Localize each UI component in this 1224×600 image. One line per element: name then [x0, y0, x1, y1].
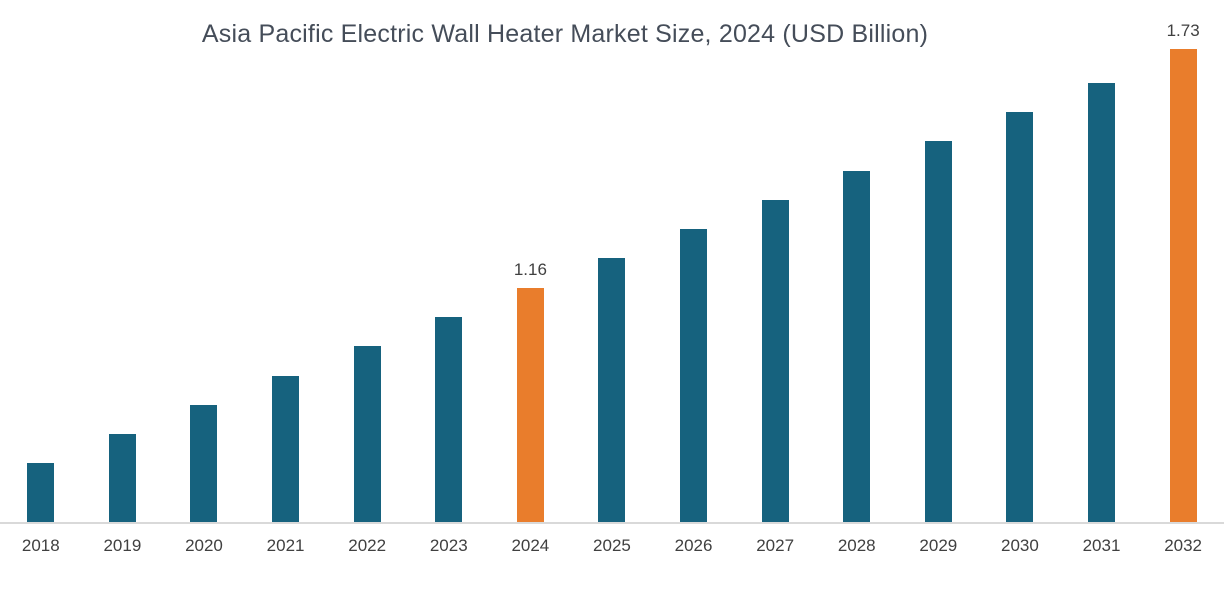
bar-area-2019	[82, 0, 164, 522]
bar-area-2029	[898, 0, 980, 522]
x-tick-label-2023: 2023	[429, 536, 468, 555]
x-tick-label-2019: 2019	[103, 536, 142, 555]
bar-column-2027: 2027	[734, 0, 816, 600]
bar-2029	[924, 141, 952, 522]
bar-2027	[761, 200, 789, 522]
bar-area-2021	[245, 0, 327, 522]
bar-area-2018	[0, 0, 82, 522]
bar-column-2024: 1.16 2024	[490, 0, 572, 600]
bar-2020	[190, 405, 218, 522]
x-tick-label-2032: 2032	[1164, 536, 1203, 555]
bar-area-2026	[653, 0, 735, 522]
x-tick-label-2021: 2021	[266, 536, 305, 555]
bar-column-2026: 2026	[653, 0, 735, 600]
x-tick-label-2031: 2031	[1082, 536, 1121, 555]
bar-area-2022	[326, 0, 408, 522]
x-tick-label-2028: 2028	[837, 536, 876, 555]
bar-area-2032: 1.73	[1142, 0, 1224, 522]
bar-2022	[353, 346, 381, 522]
x-axis-line	[0, 522, 1224, 524]
bar-2025	[598, 258, 626, 522]
bar-2024	[516, 288, 544, 522]
bar-2019	[108, 434, 136, 522]
bar-area-2027	[734, 0, 816, 522]
bar-2031	[1088, 83, 1116, 522]
bar-column-2022: 2022	[326, 0, 408, 600]
chart-title: Asia Pacific Electric Wall Heater Market…	[201, 20, 929, 48]
bar-column-2032: 1.73 2032	[1142, 0, 1224, 600]
x-tick-label-2030: 2030	[1001, 536, 1039, 555]
x-tick-label-2029: 2029	[919, 536, 958, 555]
bar-area-2020	[163, 0, 245, 522]
x-tick-label-2024: 2024	[511, 536, 550, 555]
bar-area-2024: 1.16	[490, 0, 572, 522]
bar-column-2020: 2020	[163, 0, 245, 600]
bar-area-2028	[816, 0, 898, 522]
bar-area-2030	[979, 0, 1061, 522]
bar-area-2025	[571, 0, 653, 522]
bar-column-2019: 2019	[82, 0, 164, 600]
x-tick-label-2018: 2018	[21, 536, 60, 555]
bar-2026	[680, 229, 708, 522]
bar-area-2031	[1061, 0, 1143, 522]
bar-2023	[435, 317, 463, 522]
x-tick-label-2022: 2022	[348, 536, 387, 555]
data-label-2032: 1.73	[1166, 21, 1200, 40]
bar-column-2031: 2031	[1061, 0, 1143, 600]
bar-column-2028: 2028	[816, 0, 898, 600]
bar-2032	[1169, 49, 1197, 522]
bar-2028	[843, 171, 871, 522]
bar-column-2021: 2021	[245, 0, 327, 600]
bar-column-2030: 2030	[979, 0, 1061, 600]
bar-column-2029: 2029	[898, 0, 980, 600]
x-tick-label-2020: 2020	[185, 536, 223, 555]
bar-2030	[1006, 112, 1034, 522]
x-tick-label-2026: 2026	[674, 536, 713, 555]
bar-column-2025: 2025	[571, 0, 653, 600]
bar-column-2023: 2023	[408, 0, 490, 600]
x-tick-label-2027: 2027	[756, 536, 795, 555]
bar-2021	[272, 376, 300, 522]
data-label-2024: 1.16	[513, 260, 547, 279]
bar-column-2018: 2018	[0, 0, 82, 600]
bar-area-2023	[408, 0, 490, 522]
x-tick-label-2025: 2025	[593, 536, 631, 555]
bar-2018	[27, 463, 55, 522]
